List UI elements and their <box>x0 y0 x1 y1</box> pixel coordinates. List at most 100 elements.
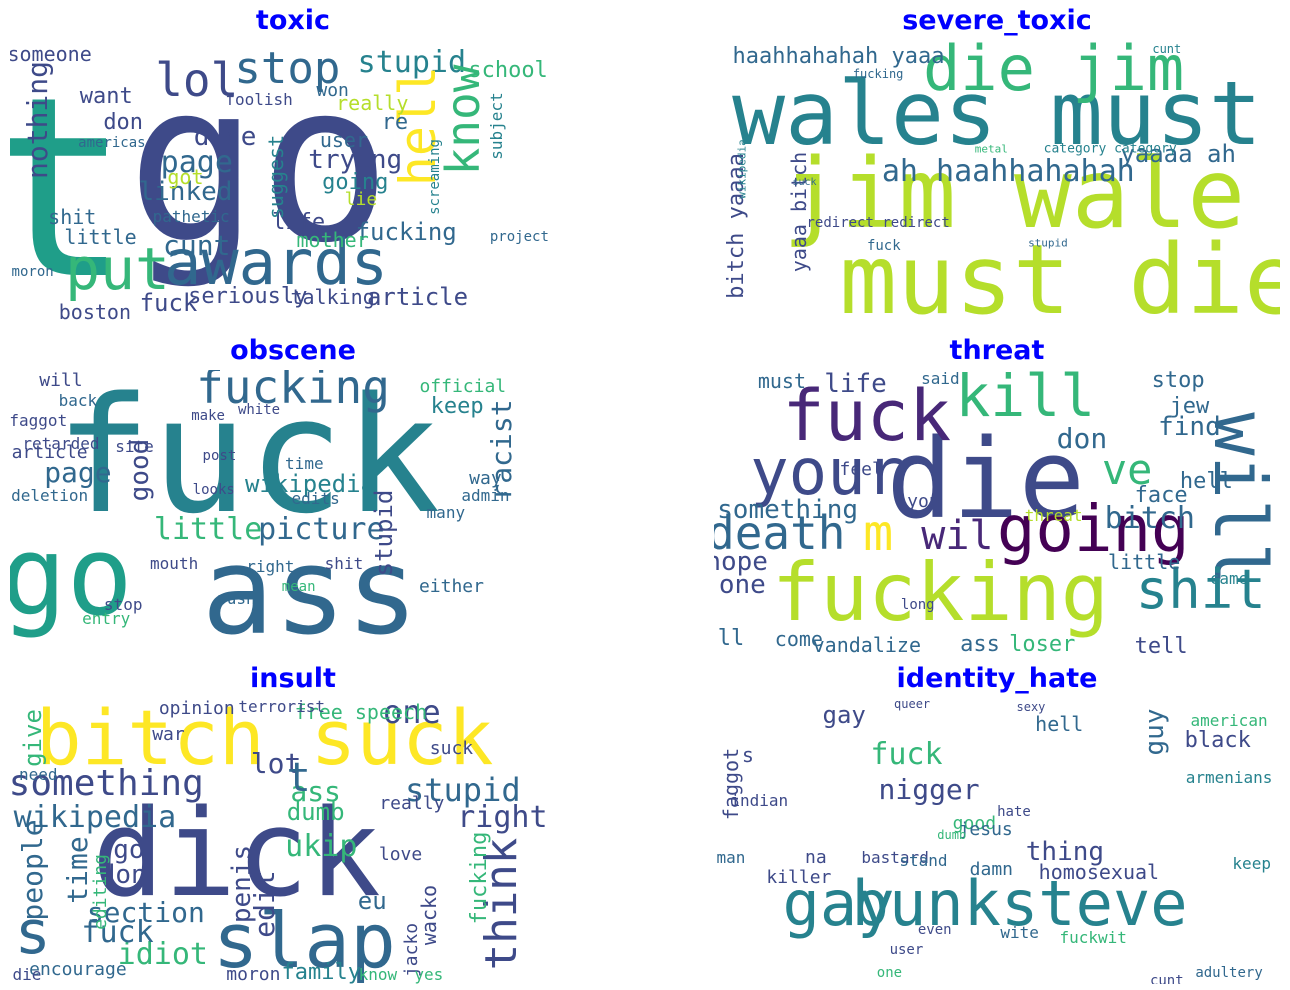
cloud-word: come <box>774 626 823 651</box>
cloud-word: go <box>10 511 133 640</box>
cloud-word: don <box>103 109 144 135</box>
cloud-word: keep <box>430 394 484 420</box>
cloud-word: bitch <box>1104 500 1195 536</box>
cloud-word: homosexual <box>1038 860 1160 885</box>
cloud-word: linked <box>138 176 233 207</box>
cloud-word: go <box>126 40 392 291</box>
cloud-word: gay <box>822 701 866 730</box>
cloud-word: suggest <box>264 135 289 220</box>
cloud-word: subject <box>486 92 506 160</box>
cloud-word: either <box>418 576 484 598</box>
cloud-word: people <box>15 819 49 921</box>
cloud-word: white <box>237 402 281 419</box>
cloud-word: life <box>824 370 887 400</box>
cloud-word: said <box>921 370 960 388</box>
cloud-word: time <box>285 454 324 474</box>
cloud-word: vandalize <box>812 632 921 656</box>
word-cloud: dick bitch suck slap s something wikipedia thi… <box>10 698 576 984</box>
cloud-word: edits <box>291 488 340 508</box>
cloud-word: stop <box>103 594 143 614</box>
word-cloud: fuck go ass fucking little picture page good rac… <box>10 370 576 656</box>
cloud-word: came <box>1209 568 1249 588</box>
cloud-word: wil <box>921 512 994 559</box>
cloud-word: yaaa bitch <box>786 151 811 272</box>
cloud-word: fuck <box>55 370 441 549</box>
cloud-word: stupid <box>1028 236 1068 250</box>
cloud-word: site <box>115 437 154 457</box>
cloud-word: american <box>1190 710 1268 730</box>
cloud-word: screaming <box>426 139 443 216</box>
cloud-word: die jim <box>922 40 1185 105</box>
cloud-word: die <box>886 414 1086 543</box>
cloud-word: mouth <box>150 554 199 574</box>
cloud-word: article <box>366 283 469 312</box>
cloud-word: suck <box>792 177 817 188</box>
panel-title: obscene <box>230 335 356 366</box>
cloud-word: time <box>60 835 94 904</box>
cloud-word: find <box>1158 412 1221 443</box>
cloud-word: bastard <box>861 848 929 868</box>
cloud-word: foolish <box>225 90 293 110</box>
cloud-word: section <box>86 895 205 929</box>
cloud-word: ass <box>290 775 341 809</box>
cloud-word: ah haahhahahah <box>881 153 1135 189</box>
cloud-word: your <box>750 435 905 510</box>
cloud-word: category category <box>1043 141 1177 157</box>
cloud-word: americas <box>78 134 146 151</box>
cloud-word: lot <box>250 746 302 780</box>
cloud-word: even <box>917 921 952 938</box>
cloud-word: shit <box>324 554 364 574</box>
cloud-word: must die <box>839 224 1280 326</box>
cloud-word: t <box>286 755 311 802</box>
cloud-word: ve <box>1101 445 1153 495</box>
cloud-word: talking <box>290 285 375 310</box>
panel-title: threat <box>949 335 1045 366</box>
cloud-word: must <box>757 370 806 394</box>
word-cloud: wales must jim wale must die die jim ah haah… <box>714 40 1280 326</box>
cloud-word: guy <box>1140 708 1171 756</box>
cloud-word: man <box>716 848 746 868</box>
panel-severe-toxic: severe_toxic wales must jim wale must die d… <box>714 4 1280 326</box>
cloud-word: fucking <box>355 217 457 246</box>
cloud-word: opinion <box>158 698 235 720</box>
cloud-word: lie <box>344 189 378 211</box>
cloud-word: want <box>79 84 133 110</box>
cloud-word: little <box>153 512 263 548</box>
cloud-word: keep <box>1232 853 1271 873</box>
cloud-word: going <box>996 493 1190 568</box>
cloud-word: hell <box>1035 711 1084 736</box>
cloud-word: hate <box>997 804 1031 821</box>
cloud-word: penis <box>227 844 258 924</box>
cloud-word: ll <box>717 625 745 651</box>
cloud-word: trying <box>308 145 403 176</box>
cloud-word: give <box>18 709 47 767</box>
cloud-word: wales must <box>732 62 1262 166</box>
cloud-word: ukip <box>285 828 358 864</box>
cloud-word: mean <box>281 579 316 596</box>
cloud-word: stupid <box>369 489 398 577</box>
cloud-word: terrorist <box>238 698 326 716</box>
cloud-word: don <box>99 860 147 891</box>
cloud-word: way <box>469 467 502 489</box>
cloud-word: indian <box>730 790 789 810</box>
cloud-word: wikipedia <box>244 470 375 499</box>
cloud-word: shit <box>48 205 97 230</box>
cloud-word: bunksteve <box>851 866 1188 940</box>
cloud-word: one <box>382 698 441 732</box>
cloud-word: fucking <box>196 370 390 415</box>
cloud-word: picture <box>258 512 385 548</box>
cloud-word: love <box>378 844 423 866</box>
cloud-word: someone <box>10 42 92 67</box>
cloud-word: user <box>319 128 369 153</box>
cloud-word: hell <box>1179 468 1233 494</box>
cloud-word: page <box>44 455 112 489</box>
cloud-word: loser <box>1009 631 1076 656</box>
cloud-word: fuck <box>139 289 198 318</box>
cloud-word: moron <box>11 263 54 280</box>
cloud-word: ass <box>960 631 1000 656</box>
cloud-word: pathetic <box>152 207 230 227</box>
cloud-word: user <box>889 941 924 958</box>
cloud-word: gay <box>782 866 895 940</box>
cloud-word: yes <box>414 965 444 984</box>
cloud-word: stupid <box>405 770 521 809</box>
